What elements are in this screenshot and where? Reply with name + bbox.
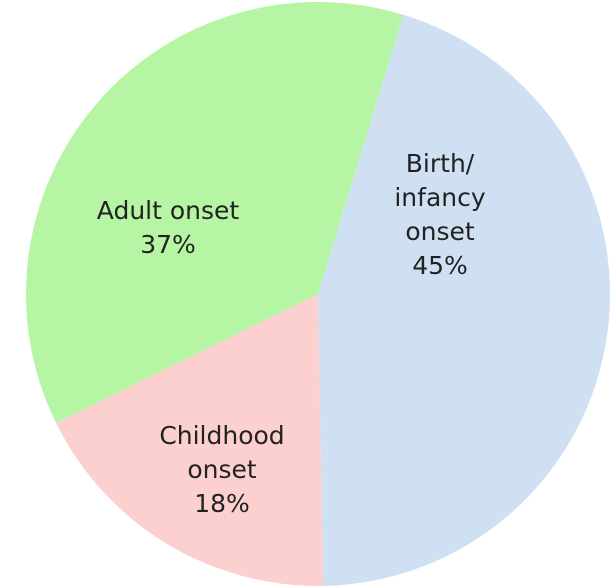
- value-label: 18%: [194, 489, 250, 518]
- value-label: 37%: [140, 230, 196, 259]
- category-label: Adult onset: [96, 196, 240, 225]
- value-label: 45%: [412, 251, 468, 280]
- category-label: Childhood onset: [159, 421, 285, 484]
- category-label: Birth/ infancy onset: [394, 149, 486, 246]
- pie-slice: [318, 14, 610, 586]
- slice-label: Birth/ infancy onset 45%: [394, 147, 485, 283]
- pie-slice: [25, 1, 404, 423]
- slice-label: Adult onset 37%: [97, 194, 239, 262]
- slice-label: Childhood onset 18%: [159, 419, 284, 521]
- pie-slice: [56, 294, 324, 586]
